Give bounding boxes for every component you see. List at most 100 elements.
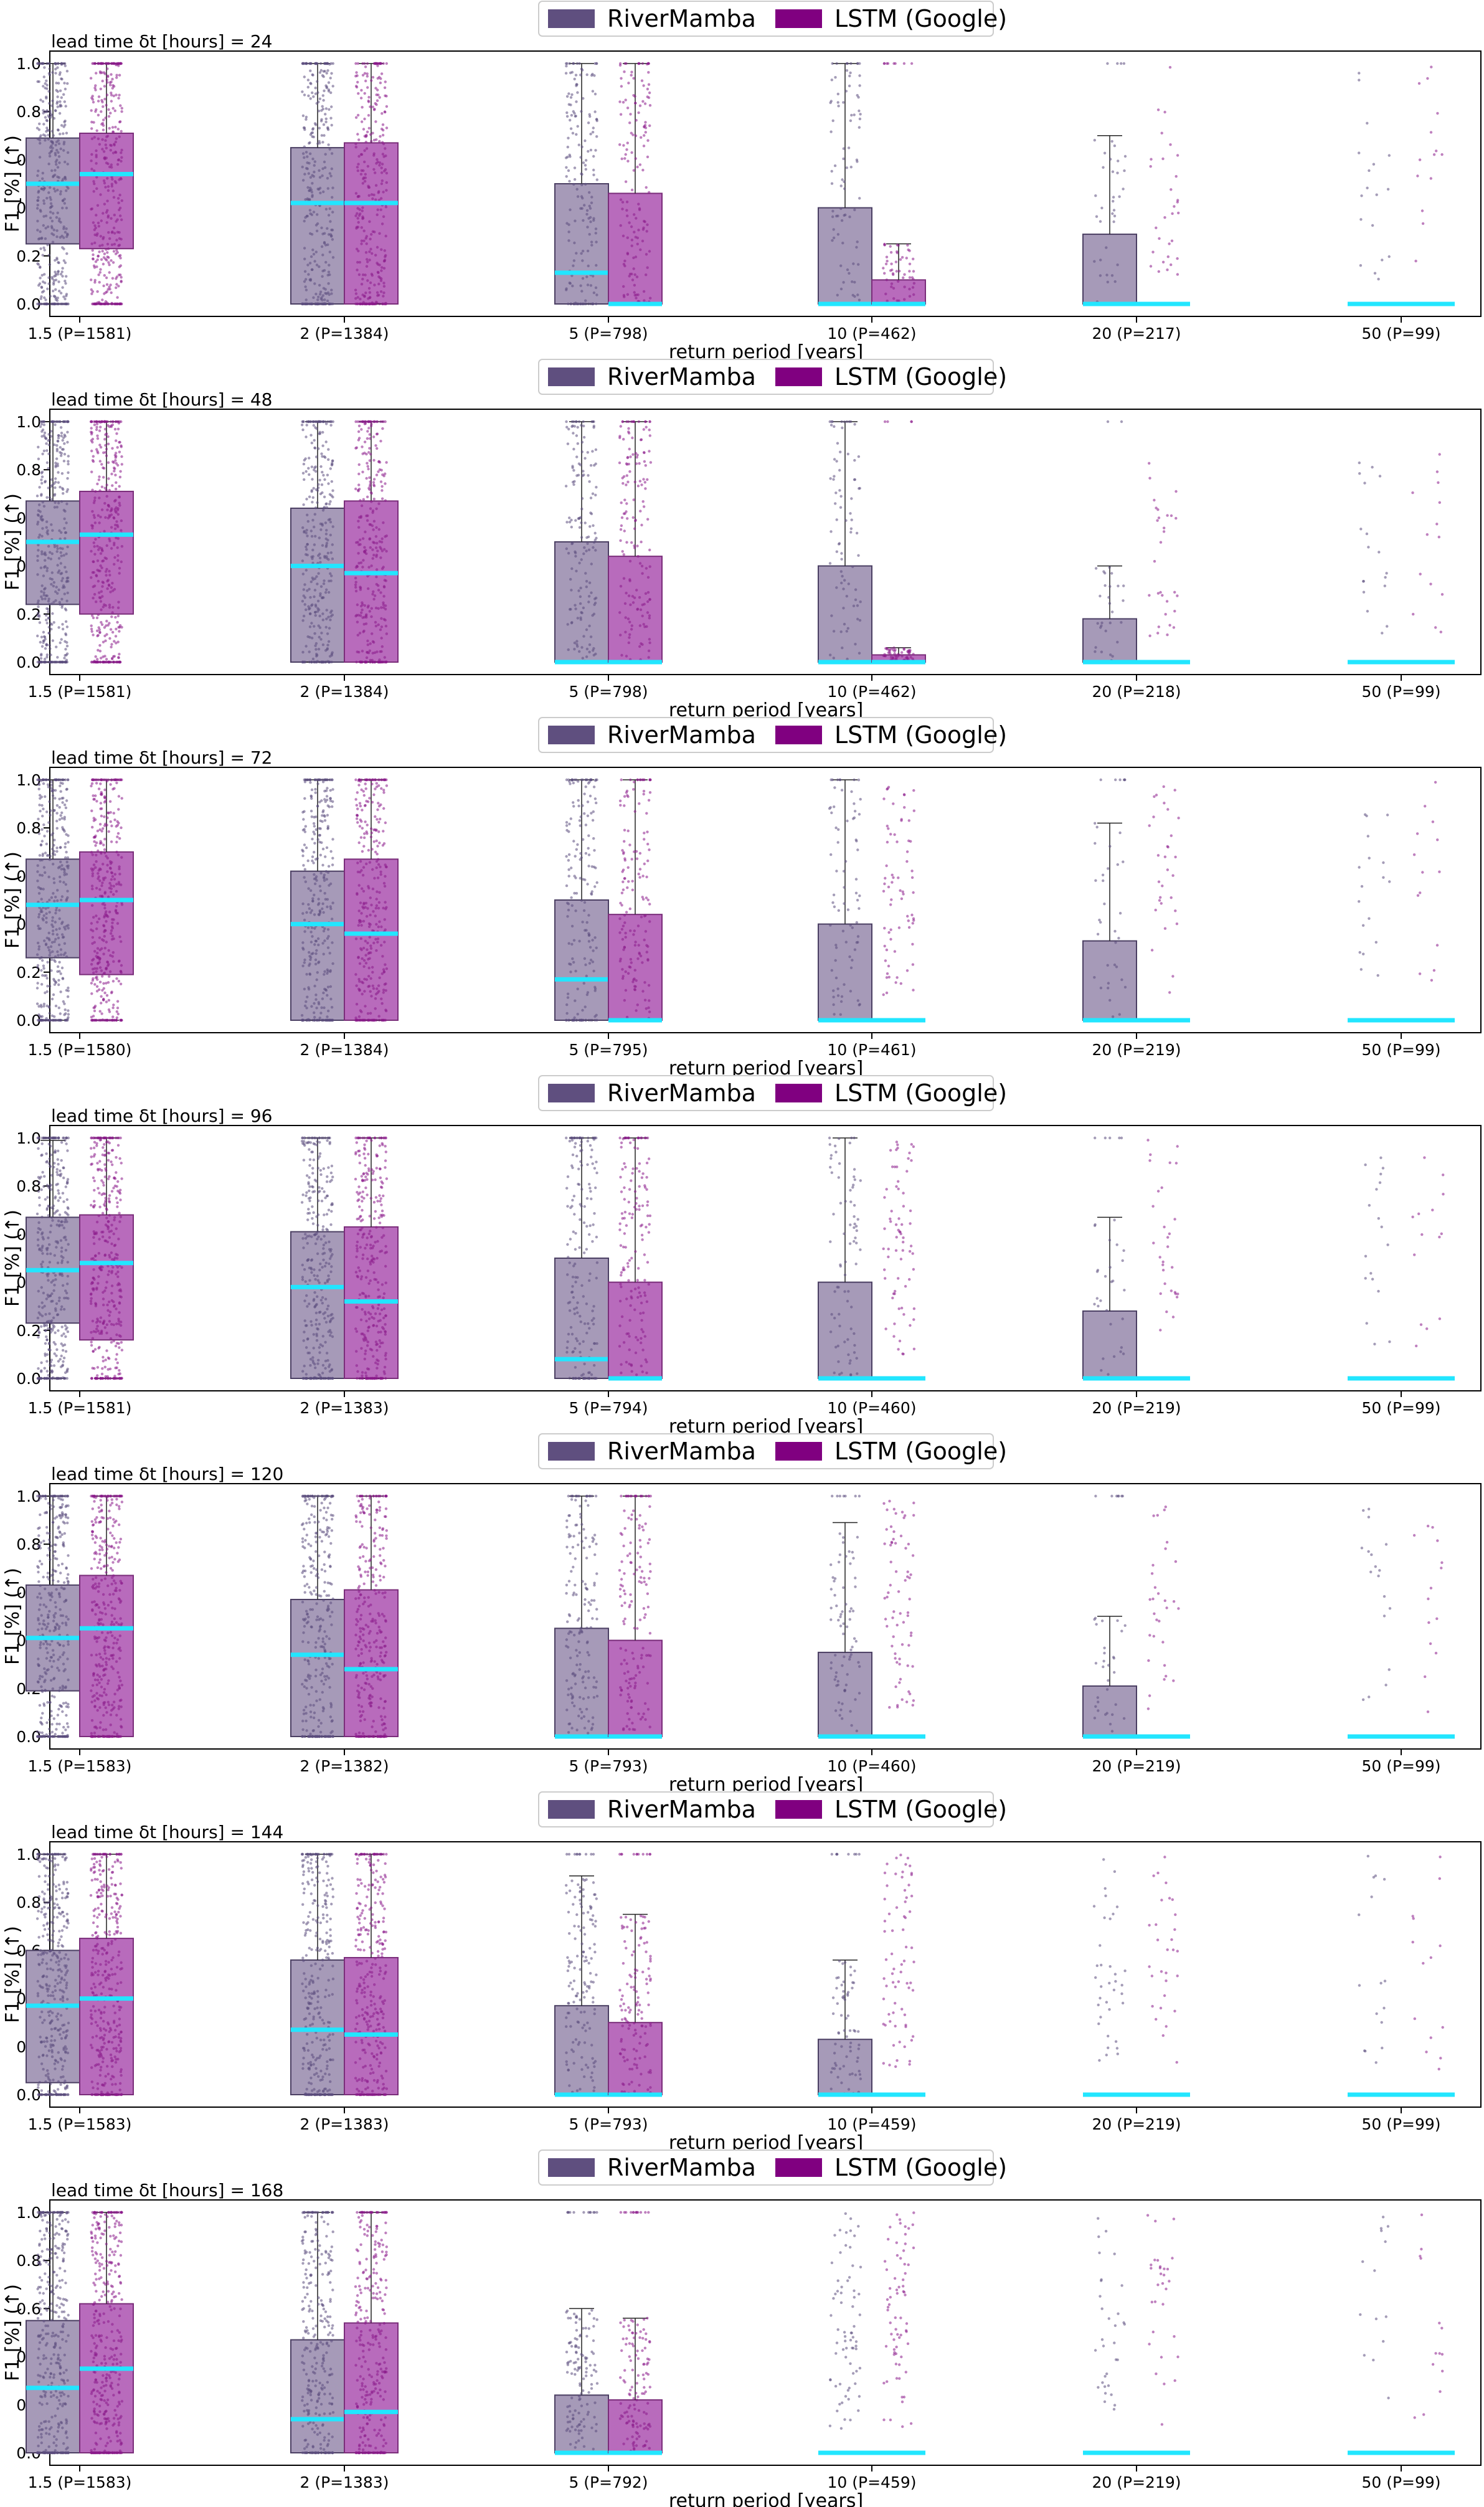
data-point [93,278,97,282]
data-point [379,660,382,664]
data-point [98,489,102,492]
data-point [643,460,646,463]
data-point [382,595,385,598]
data-point [49,295,52,298]
data-point [98,429,102,432]
data-point [58,111,62,115]
data-point [571,131,575,135]
data-point [119,660,122,664]
data-point [325,799,329,802]
data-point [1106,280,1110,283]
data-point [66,233,69,237]
data-point [625,62,628,65]
data-point [330,480,333,483]
data-point [321,298,324,301]
data-point [110,166,113,169]
data-point [67,989,70,992]
data-point [849,71,852,75]
data-point [324,120,328,123]
data-point [39,98,42,102]
data-point [359,173,363,176]
data-point [61,486,64,490]
data-point [376,208,379,211]
data-point [42,574,45,577]
data-point [1432,153,1436,156]
data-point [320,483,324,486]
data-point [95,265,98,268]
data-point [93,593,97,596]
data-point [67,924,70,927]
data-point [90,137,94,140]
data-point [839,495,843,498]
data-point [310,490,313,493]
data-point [626,293,630,296]
data-point [645,567,648,570]
data-point [43,66,46,69]
data-point [380,549,384,552]
lstm-box-4 [871,420,926,665]
data-point [363,92,366,95]
data-point [327,660,331,664]
data-point [1107,595,1110,599]
data-point [42,1005,45,1008]
data-point [313,438,316,442]
data-point [302,503,305,506]
data-point [97,548,100,551]
data-point [1362,590,1366,594]
data-point [111,62,114,65]
data-point [628,121,631,125]
data-point [381,427,384,430]
data-point [625,201,629,204]
data-point [573,77,576,81]
data-point [385,181,388,184]
legend-label-2: LSTM (Google) [834,721,1007,749]
data-point [567,239,570,242]
data-point [314,815,318,818]
data-point [103,556,106,559]
data-point [628,447,631,451]
data-point [311,657,315,661]
data-point [331,238,334,241]
data-point [42,109,45,112]
data-point [1177,211,1180,215]
data-point [115,62,118,65]
data-point [67,187,70,190]
data-point [47,254,50,257]
data-point [365,656,369,660]
data-point [623,512,626,515]
data-point [113,242,116,246]
data-point [647,83,651,86]
legend-swatch-1 [548,726,595,744]
data-point [364,291,367,295]
data-point [365,452,368,456]
data-point [361,73,365,77]
data-point [828,420,831,424]
data-point [358,632,362,635]
data-point [110,100,113,103]
data-point [575,434,579,437]
data-point [1094,567,1098,570]
data-point [385,62,388,65]
data-point [310,926,314,929]
data-point [97,113,100,116]
data-point [576,442,579,445]
data-point [313,882,317,886]
data-point [311,135,314,138]
data-point [568,62,571,65]
data-point [56,464,60,468]
data-point [364,622,368,625]
data-point [1378,551,1381,554]
data-point [93,224,97,227]
data-point [323,873,326,877]
data-point [321,275,324,278]
data-point [588,624,591,628]
data-point [574,551,577,554]
data-point [55,846,59,850]
data-point [93,228,96,232]
data-point [331,229,334,232]
data-point [36,559,39,562]
data-point [60,922,64,926]
data-point [646,600,650,604]
data-point [621,550,624,553]
data-point [315,427,318,430]
